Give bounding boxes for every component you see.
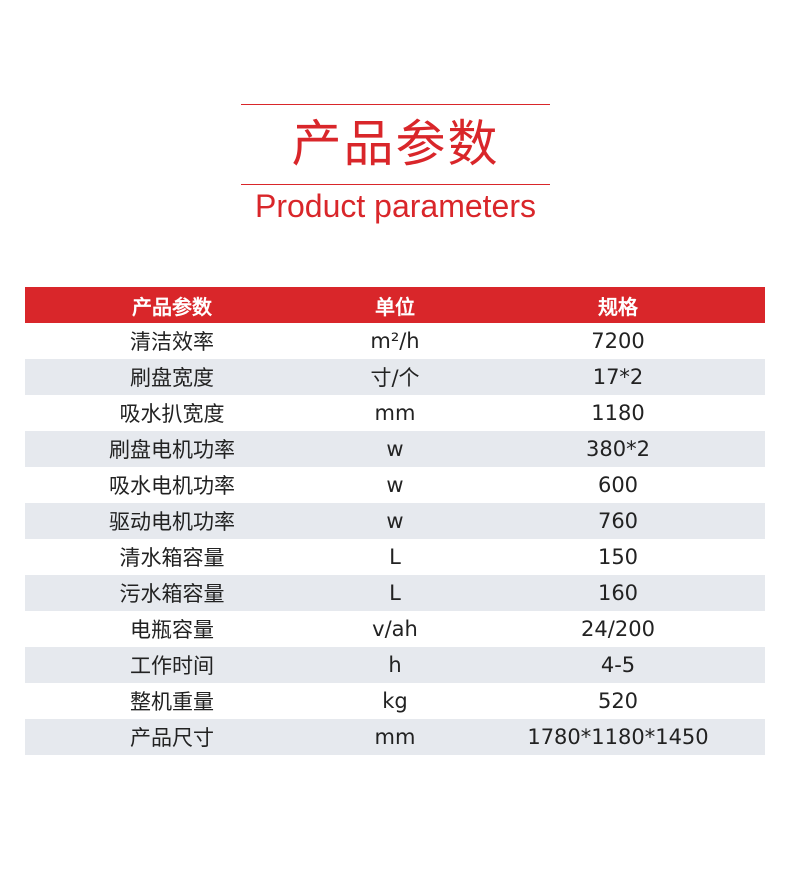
table-row: 产品尺寸 mm 1780*1180*1450	[25, 719, 765, 755]
table-row: 清洁效率 m²/h 7200	[25, 323, 765, 359]
title-top-rule	[241, 104, 550, 105]
cell-spec: 4-5	[600, 653, 636, 677]
cell-unit: L	[389, 545, 401, 569]
cell-unit: w	[386, 437, 404, 461]
cell-parameter: 工作时间	[130, 654, 214, 678]
table-row: 清水箱容量 L 150	[25, 539, 765, 575]
cell-parameter: 刷盘宽度	[130, 366, 214, 390]
cell-parameter: 产品尺寸	[130, 726, 214, 750]
cell-parameter: 刷盘电机功率	[109, 438, 235, 462]
table-row: 刷盘电机功率 w 380*2	[25, 431, 765, 467]
table-row: 整机重量 kg 520	[25, 683, 765, 719]
cell-spec: 1180	[591, 401, 645, 425]
cell-unit: 寸/个	[370, 366, 420, 390]
cell-parameter: 电瓶容量	[130, 618, 214, 642]
parameters-table: 产品参数 单位 规格 清洁效率 m²/h 7200 刷盘宽度 寸/个 17*2 吸水扒宽度 m…	[25, 287, 765, 755]
title-bottom-rule	[241, 184, 550, 185]
cell-unit: mm	[374, 725, 416, 749]
cell-spec: 150	[597, 545, 639, 569]
cell-unit: mm	[374, 401, 416, 425]
cell-spec: 1780*1180*1450	[527, 725, 709, 749]
cell-unit: h	[388, 653, 402, 677]
table-row: 电瓶容量 v/ah 24/200	[25, 611, 765, 647]
cell-parameter: 清洁效率	[130, 330, 214, 354]
cell-unit: v/ah	[372, 617, 418, 641]
header-unit: 单位	[375, 294, 415, 319]
header-parameter: 产品参数	[132, 294, 212, 319]
cell-unit: m²/h	[370, 329, 420, 353]
cell-unit: w	[386, 473, 404, 497]
table-header: 产品参数 单位 规格	[25, 287, 765, 323]
cell-parameter: 污水箱容量	[119, 582, 225, 606]
cell-parameter: 吸水电机功率	[109, 474, 235, 498]
table-row: 刷盘宽度 寸/个 17*2	[25, 359, 765, 395]
cell-parameter: 驱动电机功率	[109, 510, 235, 534]
cell-spec: 7200	[591, 329, 645, 353]
table-row: 工作时间 h 4-5	[25, 647, 765, 683]
cell-spec: 760	[597, 509, 639, 533]
cell-unit: kg	[382, 689, 408, 713]
cell-spec: 380*2	[586, 437, 650, 461]
cell-parameter: 吸水扒宽度	[119, 402, 225, 426]
page-subtitle: Product parameters	[254, 188, 536, 224]
cell-unit: w	[386, 509, 404, 533]
cell-spec: 17*2	[592, 365, 644, 389]
cell-parameter: 整机重量	[130, 690, 214, 714]
cell-spec: 160	[597, 581, 639, 605]
header-spec: 规格	[598, 294, 638, 319]
cell-parameter: 清水箱容量	[119, 546, 225, 570]
cell-spec: 520	[597, 689, 639, 713]
table-row: 污水箱容量 L 160	[25, 575, 765, 611]
cell-spec: 600	[597, 473, 639, 497]
table-row: 吸水扒宽度 mm 1180	[25, 395, 765, 431]
cell-unit: L	[389, 581, 401, 605]
table-row: 吸水电机功率 w 600	[25, 467, 765, 503]
table-row: 驱动电机功率 w 760	[25, 503, 765, 539]
page-title: 产品参数	[291, 115, 500, 173]
cell-spec: 24/200	[581, 617, 655, 641]
